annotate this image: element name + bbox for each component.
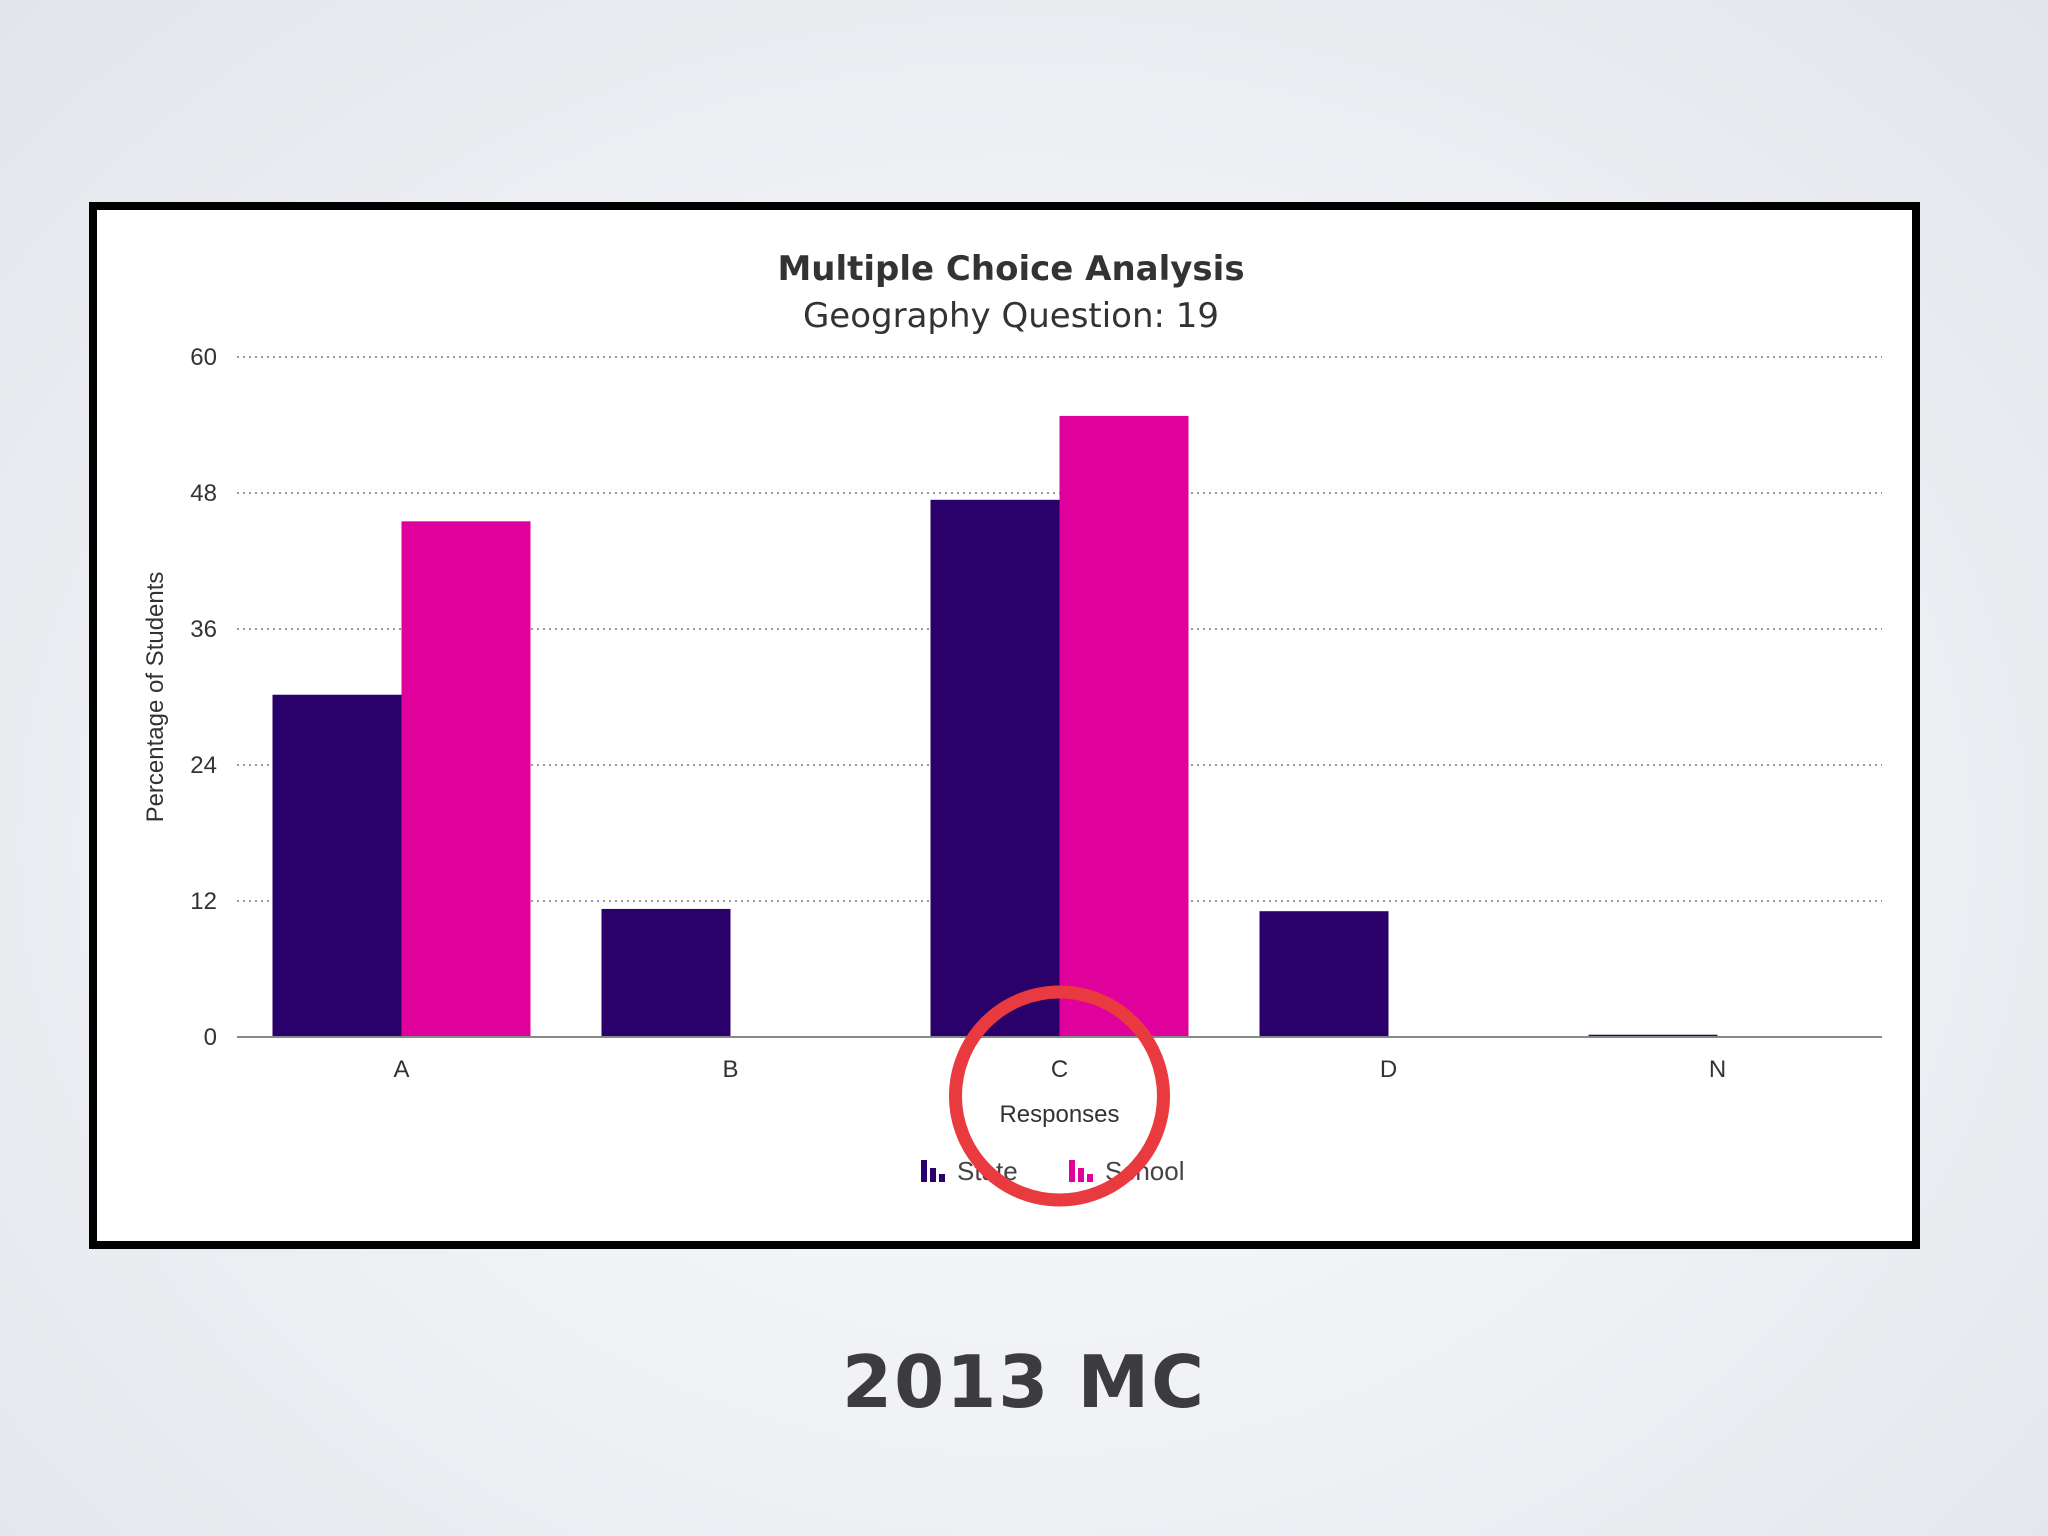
x-tick-label: N <box>1709 1056 1726 1083</box>
slide-caption: 2013 MC <box>842 1340 1206 1424</box>
bar-state-d <box>1259 911 1389 1037</box>
bar-school-c <box>1059 415 1189 1037</box>
y-tick-label: 36 <box>190 616 217 643</box>
bar-chart: Multiple Choice Analysis Geography Quest… <box>142 249 1882 1207</box>
x-axis-label: Responses <box>999 1101 1119 1128</box>
bar-state-n <box>1588 1034 1718 1037</box>
bar-state-c <box>930 499 1060 1037</box>
x-tick-label: C <box>1051 1056 1068 1083</box>
x-tick-label: D <box>1380 1056 1397 1083</box>
y-axis-ticks: 0 12 24 36 48 60 <box>190 344 217 1051</box>
bar-chart-icon <box>1069 1160 1093 1182</box>
bar-state-a <box>272 694 402 1037</box>
y-tick-label: 60 <box>190 344 217 371</box>
bar-state-b <box>601 908 731 1037</box>
y-tick-label: 48 <box>190 480 217 507</box>
x-tick-label: A <box>393 1056 409 1083</box>
y-tick-label: 24 <box>190 752 217 779</box>
y-tick-label: 12 <box>190 888 217 915</box>
highlight-circle-annotation <box>949 985 1170 1207</box>
chart-frame: Multiple Choice Analysis Geography Quest… <box>89 202 1920 1249</box>
bar-school-a <box>401 521 531 1037</box>
bars <box>272 415 1718 1037</box>
y-axis-label: Percentage of Students <box>142 572 169 823</box>
y-tick-label: 0 <box>204 1024 217 1051</box>
x-tick-label: B <box>722 1056 738 1083</box>
bar-chart-icon <box>921 1160 945 1182</box>
chart-subtitle: Geography Question: 19 <box>803 296 1219 336</box>
chart-title: Multiple Choice Analysis <box>777 249 1244 289</box>
